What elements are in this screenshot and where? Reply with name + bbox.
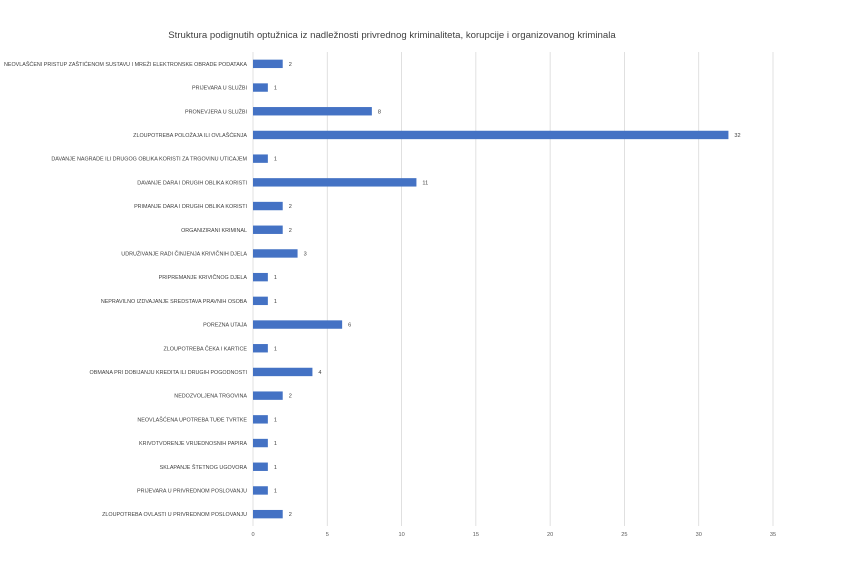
x-tick-label: 10 [398, 532, 404, 538]
data-label: 3 [304, 251, 307, 257]
data-label: 6 [348, 323, 351, 329]
bar [253, 154, 268, 163]
data-label: 8 [378, 109, 381, 115]
category-label: NEOVLAŠĆENA UPOTREBA TUĐE TVRTKE [137, 416, 247, 423]
bar [253, 130, 729, 140]
data-label: 1 [274, 465, 277, 471]
x-tick-label: 30 [696, 532, 702, 538]
bar [253, 367, 313, 377]
category-label: PRIJEVARA U SLUŽBI [192, 84, 247, 92]
category-label: ZLOUPOTREBA OVLASTI U PRIVREDNOM POSLOVA… [102, 512, 247, 518]
bar [253, 272, 268, 282]
data-label: 32 [734, 133, 740, 139]
category-label: OBMANA PRI DOBIJANJU KREDITA ILI DRUGIH … [90, 370, 247, 376]
data-label: 11 [422, 180, 428, 186]
bar [253, 83, 268, 92]
bar [253, 391, 283, 400]
bar [253, 415, 268, 424]
bar [253, 438, 268, 448]
category-label: NEPRAVILNO IZDVAJANJE SREDSTAVA PRAVNIH … [101, 299, 248, 305]
bar [253, 296, 268, 306]
category-label: ZLOUPOTREBA POLOŽAJA ILI OVLAŠĆENJA [133, 131, 247, 139]
bar [253, 249, 298, 258]
x-tick-label: 0 [251, 532, 254, 538]
data-label: 1 [274, 275, 277, 281]
data-label: 1 [274, 299, 277, 305]
data-label: 1 [274, 488, 277, 494]
bar [253, 178, 417, 187]
data-label: 1 [274, 346, 277, 352]
bars [253, 59, 729, 519]
category-label: NEDOZVOLJENA TRGOVINA [174, 394, 247, 400]
data-label: 4 [318, 370, 321, 376]
bar [253, 225, 283, 234]
data-label: 2 [289, 204, 292, 210]
data-label: 2 [289, 62, 292, 68]
category-label: PRIPREMANJE KRIVIČNOG DJELA [159, 274, 248, 281]
data-label: 1 [274, 417, 277, 423]
category-label: KRIVOTVORENJE VRIJEDNOSNIH PAPIRA [139, 441, 247, 447]
category-label: PRIMANJE DARA I DRUGIH OBLIKA KORISTI [134, 204, 247, 210]
gridlines [252, 52, 774, 526]
x-tick-label: 20 [547, 532, 553, 538]
bar [253, 320, 343, 329]
category-label: POREZNA UTAJA [203, 323, 247, 329]
bar [253, 462, 268, 471]
category-label: ORGANIZIRANI KRIMINAL [181, 228, 247, 234]
bar [253, 509, 283, 519]
data-label: 1 [274, 441, 277, 447]
x-axis-ticks: 0 5 10 15 20 25 30 35 [251, 532, 776, 538]
data-label: 2 [289, 228, 292, 234]
category-label: UDRUŽIVANJE RADI ČINJENJA KRIVIČNIH DJEL… [121, 249, 247, 257]
bar [253, 59, 283, 69]
category-label: DAVANJE NAGRADE ILI DRUGOG OBLIKA KORIST… [51, 157, 247, 163]
x-tick-label: 5 [326, 532, 329, 538]
x-tick-label: 35 [770, 532, 776, 538]
x-tick-label: 25 [621, 532, 627, 538]
data-label: 1 [274, 157, 277, 163]
x-tick-label: 15 [473, 532, 479, 538]
bar [253, 486, 268, 495]
category-label: DAVANJE DARA I DRUGIH OBLIKA KORISTI [137, 180, 247, 186]
category-label: PRONEVJERA U SLUŽBI [185, 107, 247, 115]
data-label: 2 [289, 512, 292, 518]
bar [253, 107, 372, 116]
category-label: NEOVLAŠĆENI PRISTUP ZAŠTIĆENOM SUSTAVU I… [4, 60, 247, 68]
category-label: SKLAPANJE ŠTETNOG UGOVORA [160, 464, 248, 471]
data-label: 2 [289, 394, 292, 400]
data-label: 1 [274, 86, 277, 92]
category-labels: NEOVLAŠĆENI PRISTUP ZAŠTIĆENOM SUSTAVU I… [4, 60, 248, 518]
category-label: ZLOUPOTREBA ČEKA I KARTICE [164, 345, 248, 352]
category-label: PRIJEVARA U PRIVREDNOM POSLOVANJU [137, 488, 247, 494]
bar [253, 344, 268, 353]
bar [253, 201, 283, 211]
chart-title: Struktura podignutih optužnica iz nadlež… [168, 30, 616, 41]
